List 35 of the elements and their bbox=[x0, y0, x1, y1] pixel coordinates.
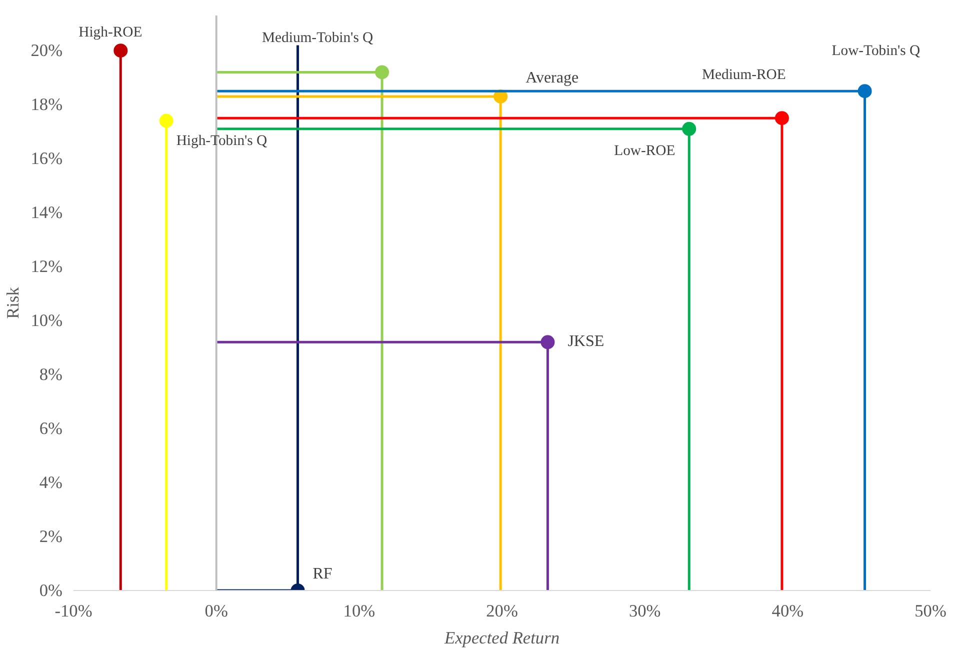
series-label: Low-ROE bbox=[614, 142, 676, 159]
y-tick-label: 14% bbox=[30, 203, 63, 222]
point bbox=[682, 122, 696, 136]
series-label: Medium-ROE bbox=[702, 67, 786, 84]
text: Low-Tobin's Q bbox=[832, 43, 921, 60]
y-tick-label: 2% bbox=[39, 527, 63, 546]
y-tick-label: 20% bbox=[30, 41, 63, 60]
y-tick-label: 16% bbox=[30, 149, 63, 168]
point bbox=[375, 65, 390, 80]
x-axis-title: Expected Return bbox=[444, 628, 560, 648]
series-label: Average bbox=[526, 69, 579, 86]
y-axis-title: Risk bbox=[4, 286, 23, 319]
x-tick-label: 10% bbox=[343, 602, 376, 620]
y-tick-label: 10% bbox=[30, 311, 63, 330]
y-tick-label: 8% bbox=[39, 365, 63, 384]
series-label: JKSE bbox=[568, 333, 604, 350]
y-tick-label: 6% bbox=[39, 419, 63, 438]
x-tick-label: -10% bbox=[54, 602, 92, 620]
x-tick-label: 0% bbox=[204, 602, 228, 620]
point bbox=[858, 84, 872, 98]
series-label: RF bbox=[312, 566, 332, 582]
x-tick-label: 50% bbox=[914, 602, 946, 620]
point bbox=[774, 111, 789, 126]
y-tick-label: 0% bbox=[39, 581, 63, 600]
y-tick-label: 12% bbox=[30, 257, 63, 276]
series-label: High-Tobin's Q bbox=[176, 132, 268, 149]
x-tick-label: 40% bbox=[772, 602, 804, 620]
y-tick-label: 18% bbox=[30, 95, 63, 114]
x-tick-label: 30% bbox=[628, 602, 661, 620]
series-label: Medium-Tobin's Q bbox=[262, 30, 374, 46]
series-label: High-ROE bbox=[78, 24, 142, 41]
point bbox=[114, 44, 128, 58]
y-tick-label: 4% bbox=[39, 473, 63, 492]
x-tick-label: 20% bbox=[486, 602, 518, 620]
point bbox=[159, 114, 174, 128]
